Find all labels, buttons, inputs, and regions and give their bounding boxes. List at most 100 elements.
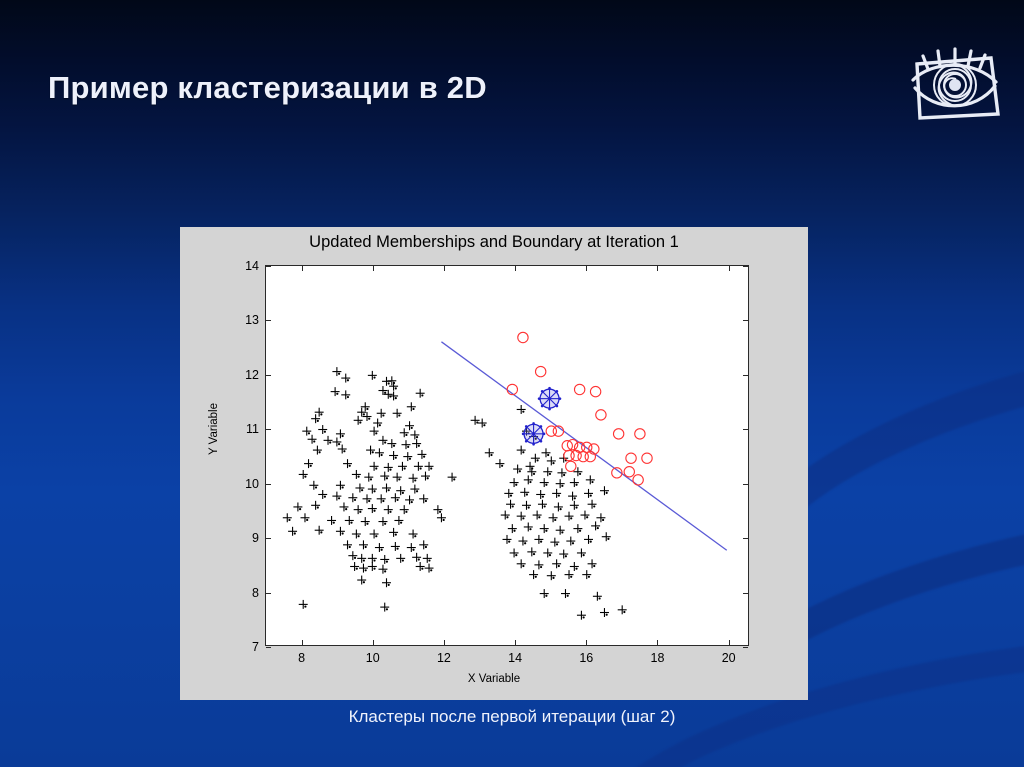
data-point-circle <box>634 428 646 440</box>
data-point-plus <box>323 435 333 445</box>
data-point-plus <box>355 483 365 493</box>
y-tick-label: 9 <box>252 531 259 546</box>
data-point-plus <box>506 499 516 509</box>
data-point-circle <box>623 466 635 478</box>
y-tick-right <box>743 538 748 540</box>
data-point-plus <box>382 578 391 588</box>
data-point-plus <box>424 461 434 471</box>
data-point-plus <box>591 521 601 531</box>
data-point-plus <box>383 505 393 515</box>
centroid-marker <box>537 386 562 411</box>
x-tick <box>515 640 517 645</box>
y-tick-right <box>743 374 748 376</box>
data-point-plus <box>500 510 510 520</box>
data-point-plus <box>314 525 324 535</box>
plot-area: 7 8 9 10 11 12 13 14 8 10 12 14 16 18 20 <box>245 259 749 665</box>
data-point-plus <box>573 524 583 534</box>
data-point-plus <box>369 461 379 471</box>
data-point-plus <box>546 571 556 581</box>
eye-spiral-logo-icon <box>911 47 1000 120</box>
y-tick <box>266 429 271 431</box>
data-point-plus <box>410 430 420 440</box>
data-point-plus <box>509 478 519 488</box>
data-point-plus <box>387 376 397 386</box>
data-point-plus <box>397 461 407 471</box>
data-point-plus <box>576 548 586 558</box>
data-point-plus <box>348 493 358 503</box>
data-point-circle <box>611 467 623 479</box>
data-point-plus <box>378 386 388 396</box>
data-point-plus <box>534 534 544 544</box>
data-point-plus <box>392 408 402 418</box>
data-point-plus <box>436 513 446 523</box>
data-point-plus <box>484 448 494 458</box>
data-point-plus <box>307 434 317 444</box>
data-point-plus <box>314 407 324 417</box>
data-point-plus <box>412 552 422 562</box>
data-point-plus <box>399 428 409 438</box>
data-point-plus <box>390 541 400 551</box>
data-point-plus <box>298 469 308 479</box>
data-point-plus <box>378 517 388 527</box>
data-point-plus <box>509 548 519 558</box>
data-point-plus <box>351 469 361 479</box>
data-point-plus <box>596 513 606 523</box>
data-point-plus <box>546 456 556 466</box>
x-tick-top <box>301 266 303 271</box>
data-point-plus <box>419 494 429 504</box>
data-point-circle <box>552 425 565 437</box>
data-point-plus <box>374 543 384 553</box>
data-point-plus <box>288 526 298 536</box>
data-point-circle <box>612 428 625 440</box>
data-point-plus <box>543 467 553 477</box>
data-point-plus <box>555 525 565 535</box>
y-tick <box>266 538 271 540</box>
data-point-plus <box>374 448 384 458</box>
data-point-plus <box>357 553 367 563</box>
data-point-plus <box>311 414 321 424</box>
data-point-plus <box>523 522 533 532</box>
data-point-plus <box>601 532 611 542</box>
data-point-plus <box>376 494 386 504</box>
scatter-canvas <box>282 331 728 620</box>
data-point-plus <box>541 448 551 458</box>
data-point-plus <box>522 500 531 510</box>
data-point-plus <box>389 451 399 460</box>
y-tick <box>266 320 271 322</box>
data-point-plus <box>569 500 579 510</box>
data-point-plus <box>380 554 390 564</box>
data-point-plus <box>364 472 374 482</box>
y-tick <box>266 266 271 267</box>
data-point-plus <box>394 515 404 525</box>
y-tick <box>266 592 271 594</box>
x-tick <box>728 640 730 645</box>
centroid-marker <box>521 422 546 446</box>
x-tick <box>301 640 303 645</box>
data-point-plus <box>380 471 390 481</box>
data-point-plus <box>532 510 542 520</box>
data-point-plus <box>516 445 526 455</box>
y-tick-right <box>743 266 748 267</box>
data-point-circle <box>632 474 644 486</box>
data-point-plus <box>330 387 340 397</box>
data-point-plus <box>560 589 570 599</box>
data-point-plus <box>401 440 411 450</box>
data-point-plus <box>523 475 533 485</box>
data-point-plus <box>587 499 597 509</box>
data-point-plus <box>380 602 390 612</box>
data-point-plus <box>403 452 413 462</box>
data-point-plus <box>421 471 430 481</box>
data-point-plus <box>584 534 593 544</box>
data-point-plus <box>580 510 590 520</box>
x-tick-label: 8 <box>298 651 306 665</box>
data-point-plus <box>327 515 337 525</box>
data-point-plus <box>502 534 512 544</box>
matlab-figure-panel: Updated Memberships and Boundary at Iter… <box>180 227 808 700</box>
data-point-plus <box>507 524 517 534</box>
y-tick <box>266 374 271 376</box>
y-tick-right <box>743 647 748 648</box>
data-point-circle <box>534 365 547 378</box>
data-point-plus <box>477 418 487 428</box>
data-point-plus <box>516 559 526 569</box>
